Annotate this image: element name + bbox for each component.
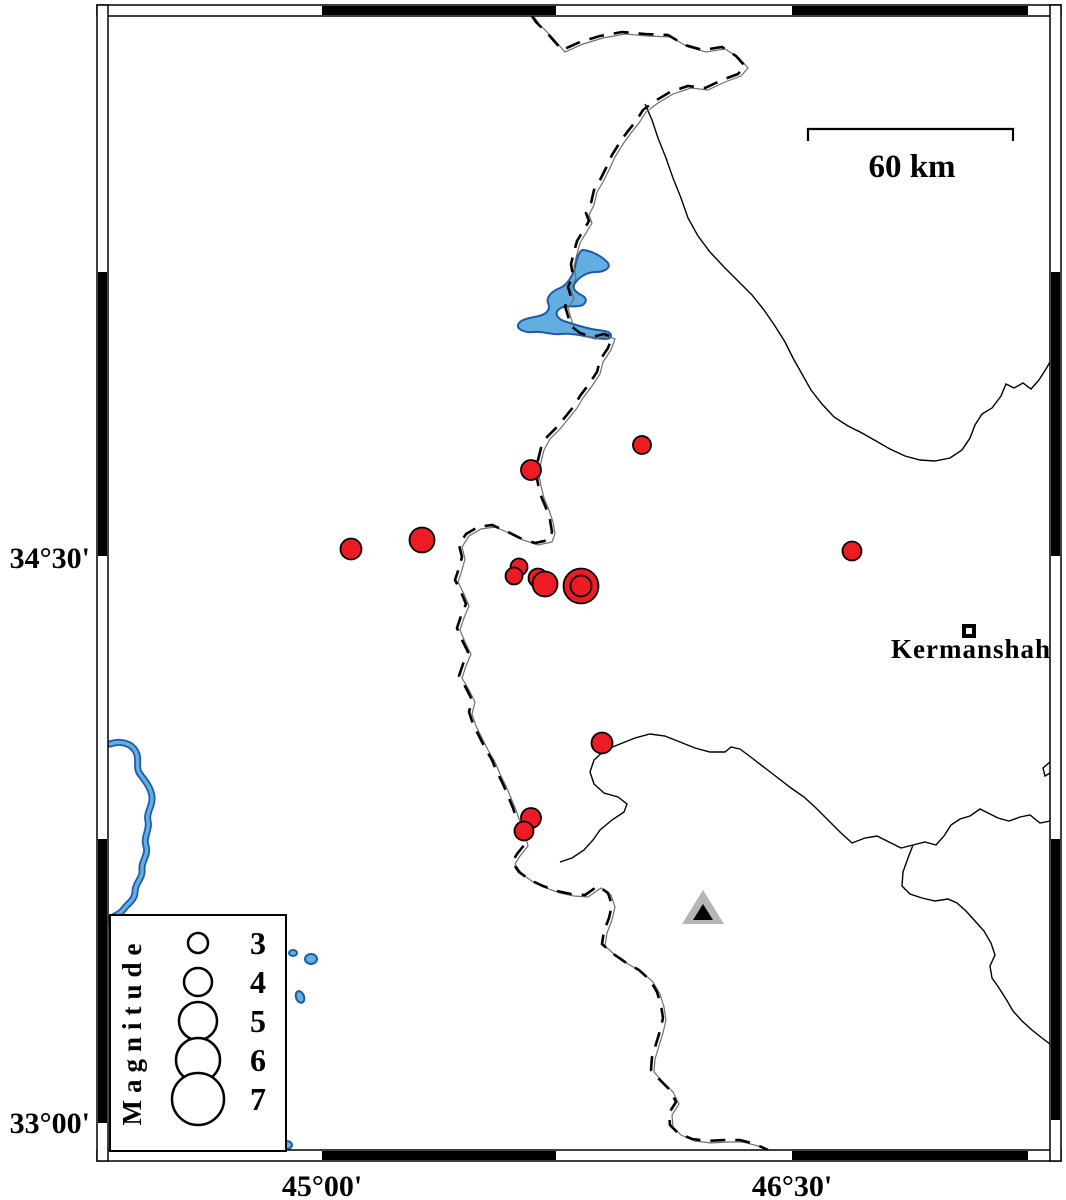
earthquake-marker (520, 459, 542, 481)
province-border-southeast (901, 844, 1050, 1045)
earthquake-marker (504, 566, 524, 586)
province-border-northeast (644, 103, 1050, 462)
legend-value-mag-5: 5 (250, 1003, 266, 1039)
earthquake-marker (408, 526, 436, 554)
border-iran-iraq (453, 16, 769, 1150)
legend-circle-mag-4 (182, 966, 214, 998)
legend-value-mag-7: 7 (250, 1081, 266, 1117)
legend-circle-mag-5 (177, 1000, 219, 1042)
earthquake-marker (632, 435, 652, 455)
legend-value-mag-3: 3 (250, 925, 266, 961)
axis-label-lat-33-00: 33°00' (10, 1107, 90, 1140)
earthquake-markers (339, 435, 863, 842)
legend-title: Magnitude (117, 936, 147, 1125)
earthquake-marker (841, 540, 863, 562)
scale-bar: 60 km (806, 127, 1015, 185)
pond (288, 949, 298, 957)
legend-circle-mag-7 (170, 1071, 226, 1127)
province-border-hook (1042, 761, 1050, 778)
earthquake-marker (513, 820, 535, 842)
legend-circles (170, 931, 226, 1127)
map-frame (96, 4, 1062, 1162)
legend-value-mag-6: 6 (250, 1042, 266, 1078)
station-triangle-icon (682, 890, 724, 924)
axis-label-lon-45-00: 45°00' (282, 1170, 362, 1200)
scale-bar-label: 60 km (868, 149, 955, 185)
province-border-south (559, 733, 1050, 863)
axis-label-lat-34-30: 34°30' (10, 542, 90, 575)
legend-value-mag-4: 4 (250, 964, 266, 1000)
earthquake-marker (590, 731, 614, 755)
earthquake-marker (339, 537, 363, 561)
pond (304, 953, 318, 965)
earthquake-marker (531, 570, 559, 598)
city-marker-kermanshah (962, 624, 976, 638)
legend-circle-mag-3 (186, 931, 210, 955)
earthquake-marker (569, 574, 593, 598)
lake (516, 248, 613, 340)
city-label: Kermanshah (891, 634, 1051, 664)
pond (294, 990, 306, 1004)
axis-label-lon-46-30: 46°30' (752, 1170, 832, 1200)
river (108, 738, 156, 925)
